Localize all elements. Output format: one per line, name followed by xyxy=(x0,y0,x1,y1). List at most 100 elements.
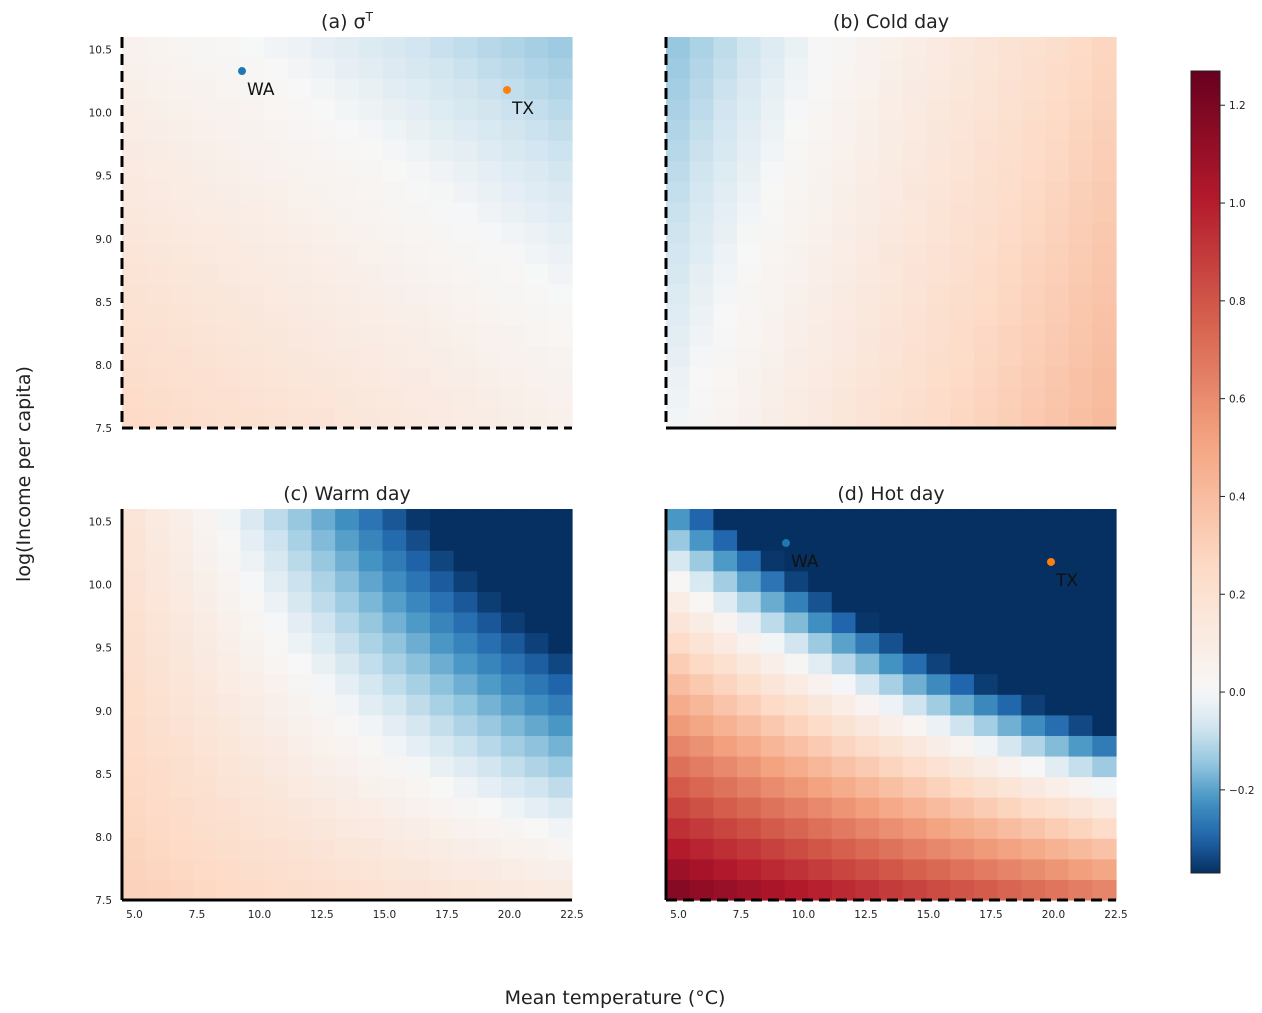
heatmap-cell xyxy=(264,858,289,881)
heatmap-cell xyxy=(122,160,147,182)
state-point-label: WA xyxy=(791,552,819,572)
heatmap-cell xyxy=(335,611,360,634)
heatmap-cell xyxy=(902,797,928,819)
heatmap-cell xyxy=(1092,37,1117,59)
heatmap-cell xyxy=(713,201,738,223)
heatmap-cell xyxy=(406,119,431,141)
heatmap-cell xyxy=(760,119,786,141)
heatmap-cell xyxy=(169,714,194,736)
heatmap-cell xyxy=(169,139,194,162)
heatmap-cell xyxy=(879,673,904,695)
heatmap-cell xyxy=(453,242,478,264)
heatmap-cell xyxy=(1092,591,1117,613)
heatmap-cell xyxy=(973,694,999,716)
heatmap-cell xyxy=(406,386,431,409)
heatmap-cell xyxy=(240,673,265,695)
heatmap-cell xyxy=(311,714,336,736)
heatmap-cell xyxy=(666,591,691,613)
heatmap-cell xyxy=(406,673,431,695)
heatmap-cell xyxy=(524,797,549,819)
heatmap-cell xyxy=(145,550,170,572)
heatmap-cell xyxy=(1092,735,1117,757)
heatmap-cell xyxy=(122,632,147,654)
colorbar-tick-label: 1.0 xyxy=(1229,198,1246,210)
heatmap-cell xyxy=(335,201,360,223)
heatmap-cell xyxy=(524,653,549,675)
heatmap-cell xyxy=(287,776,313,798)
heatmap-cell xyxy=(784,139,809,162)
heatmap-cell xyxy=(122,263,147,285)
heatmap-cell xyxy=(358,714,384,736)
heatmap-cell xyxy=(240,591,265,613)
heatmap-cell xyxy=(240,283,265,306)
heatmap-cell xyxy=(902,57,928,79)
heatmap-cell xyxy=(1092,57,1117,79)
heatmap-cell xyxy=(997,345,1022,367)
heatmap-cell xyxy=(666,222,691,244)
heatmap-cell xyxy=(524,632,549,654)
heatmap-cell xyxy=(382,797,407,819)
heatmap-cell xyxy=(808,714,833,736)
heatmap-cell xyxy=(973,817,999,839)
heatmap-cell xyxy=(240,632,265,654)
heatmap-cell xyxy=(264,139,289,162)
heatmap-cell xyxy=(737,160,762,182)
heatmap-cell xyxy=(713,222,738,244)
heatmap-cell xyxy=(311,858,336,881)
heatmap-cell xyxy=(122,673,147,695)
heatmap-cell xyxy=(855,509,880,531)
heatmap-cell xyxy=(193,673,218,695)
heatmap-cell xyxy=(808,776,833,798)
heatmap-cell xyxy=(689,735,714,757)
heatmap-cell xyxy=(926,858,951,881)
heatmap-cell xyxy=(382,304,407,326)
heatmap-cell xyxy=(1068,283,1093,306)
heatmap-cell xyxy=(926,838,951,860)
heatmap-cell xyxy=(1044,735,1070,757)
heatmap-cell xyxy=(335,550,360,572)
heatmap-cell xyxy=(287,201,313,223)
heatmap-cell xyxy=(666,509,691,531)
heatmap-cell xyxy=(548,304,573,326)
heatmap-cell xyxy=(169,242,194,264)
heatmap-cell xyxy=(311,325,336,347)
x-tick-label: 5.0 xyxy=(126,909,143,921)
heatmap-cell xyxy=(548,407,573,429)
heatmap-cell xyxy=(689,98,714,120)
heatmap-cell xyxy=(406,407,431,429)
heatmap-cell xyxy=(311,817,336,839)
heatmap-cell xyxy=(122,181,147,203)
heatmap-cell xyxy=(997,653,1022,675)
heatmap-cell xyxy=(240,714,265,736)
heatmap-cell xyxy=(193,653,218,675)
heatmap-cell xyxy=(287,160,313,182)
heatmap-cell xyxy=(477,98,502,120)
x-tick-label: 5.0 xyxy=(670,909,687,921)
heatmap-cell xyxy=(666,550,691,572)
heatmap-cell xyxy=(429,98,455,120)
heatmap-cell xyxy=(737,879,762,901)
heatmap-cell xyxy=(311,283,336,306)
heatmap-cell xyxy=(429,776,455,798)
heatmap-cell xyxy=(902,879,928,901)
heatmap-cell xyxy=(169,570,194,592)
heatmap-cell xyxy=(950,632,975,654)
heatmap-cell xyxy=(264,201,289,223)
heatmap-cell xyxy=(1092,714,1117,736)
heatmap-cell xyxy=(1021,632,1046,654)
heatmap-cell xyxy=(169,201,194,223)
heatmap-cell xyxy=(335,222,360,244)
heatmap-cell xyxy=(193,611,218,634)
heatmap-cell xyxy=(477,570,502,592)
heatmap-cell xyxy=(973,181,999,203)
heatmap-cell xyxy=(548,858,573,881)
heatmap-cell xyxy=(287,222,313,244)
heatmap-cell xyxy=(406,838,431,860)
heatmap-cell xyxy=(784,550,809,572)
heatmap-cell xyxy=(689,242,714,264)
heatmap-cell xyxy=(855,755,880,778)
heatmap-cell xyxy=(973,714,999,736)
heatmap-cell xyxy=(524,304,549,326)
heatmap-cell xyxy=(193,366,218,388)
heatmap-cell xyxy=(145,673,170,695)
